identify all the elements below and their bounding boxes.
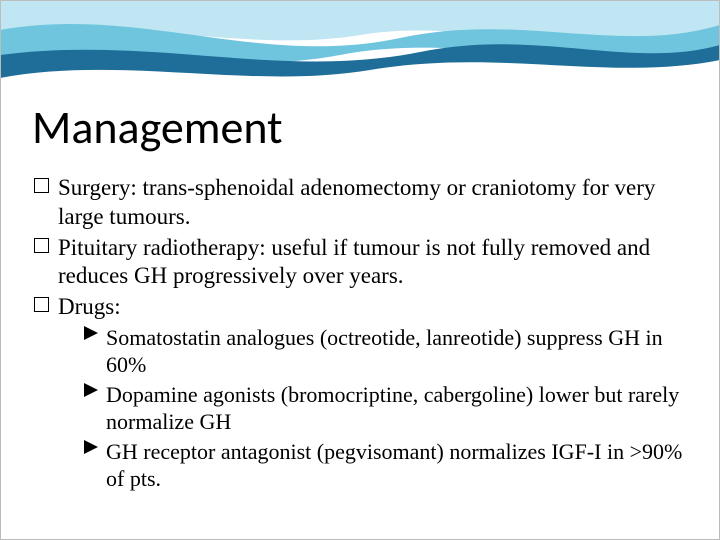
sub-bullet-item: Somatostatin analogues (octreotide, lanr… [84,324,688,379]
triangle-bullet-icon [84,383,98,397]
sub-bullet-item: Dopamine agonists (bromocriptine, caberg… [84,381,688,436]
triangle-bullet-icon [84,326,98,340]
slide-title: Management [32,100,688,156]
bullet-text: Surgery: trans-sphenoidal adenomectomy o… [58,175,655,229]
bullet-list-level1: Surgery: trans-sphenoidal adenomectomy o… [32,174,688,493]
sub-bullet-text: GH receptor antagonist (pegvisomant) nor… [106,439,682,492]
bullet-item: Pituitary radiotherapy: useful if tumour… [32,234,688,292]
sub-bullet-text: Dopamine agonists (bromocriptine, caberg… [106,382,679,435]
sub-bullet-text: Somatostatin analogues (octreotide, lanr… [106,325,663,378]
bullet-text: Pituitary radiotherapy: useful if tumour… [58,235,650,289]
triangle-bullet-icon [84,440,98,454]
header-wave-decoration [0,0,720,90]
slide-content: Management Surgery: trans-sphenoidal ade… [32,100,688,495]
bullet-list-level2: Somatostatin analogues (octreotide, lanr… [58,324,688,493]
sub-bullet-item: GH receptor antagonist (pegvisomant) nor… [84,438,688,493]
bullet-item: Surgery: trans-sphenoidal adenomectomy o… [32,174,688,232]
bullet-text: Drugs: [58,294,121,319]
bullet-item: Drugs: Somatostatin analogues (octreotid… [32,293,688,493]
